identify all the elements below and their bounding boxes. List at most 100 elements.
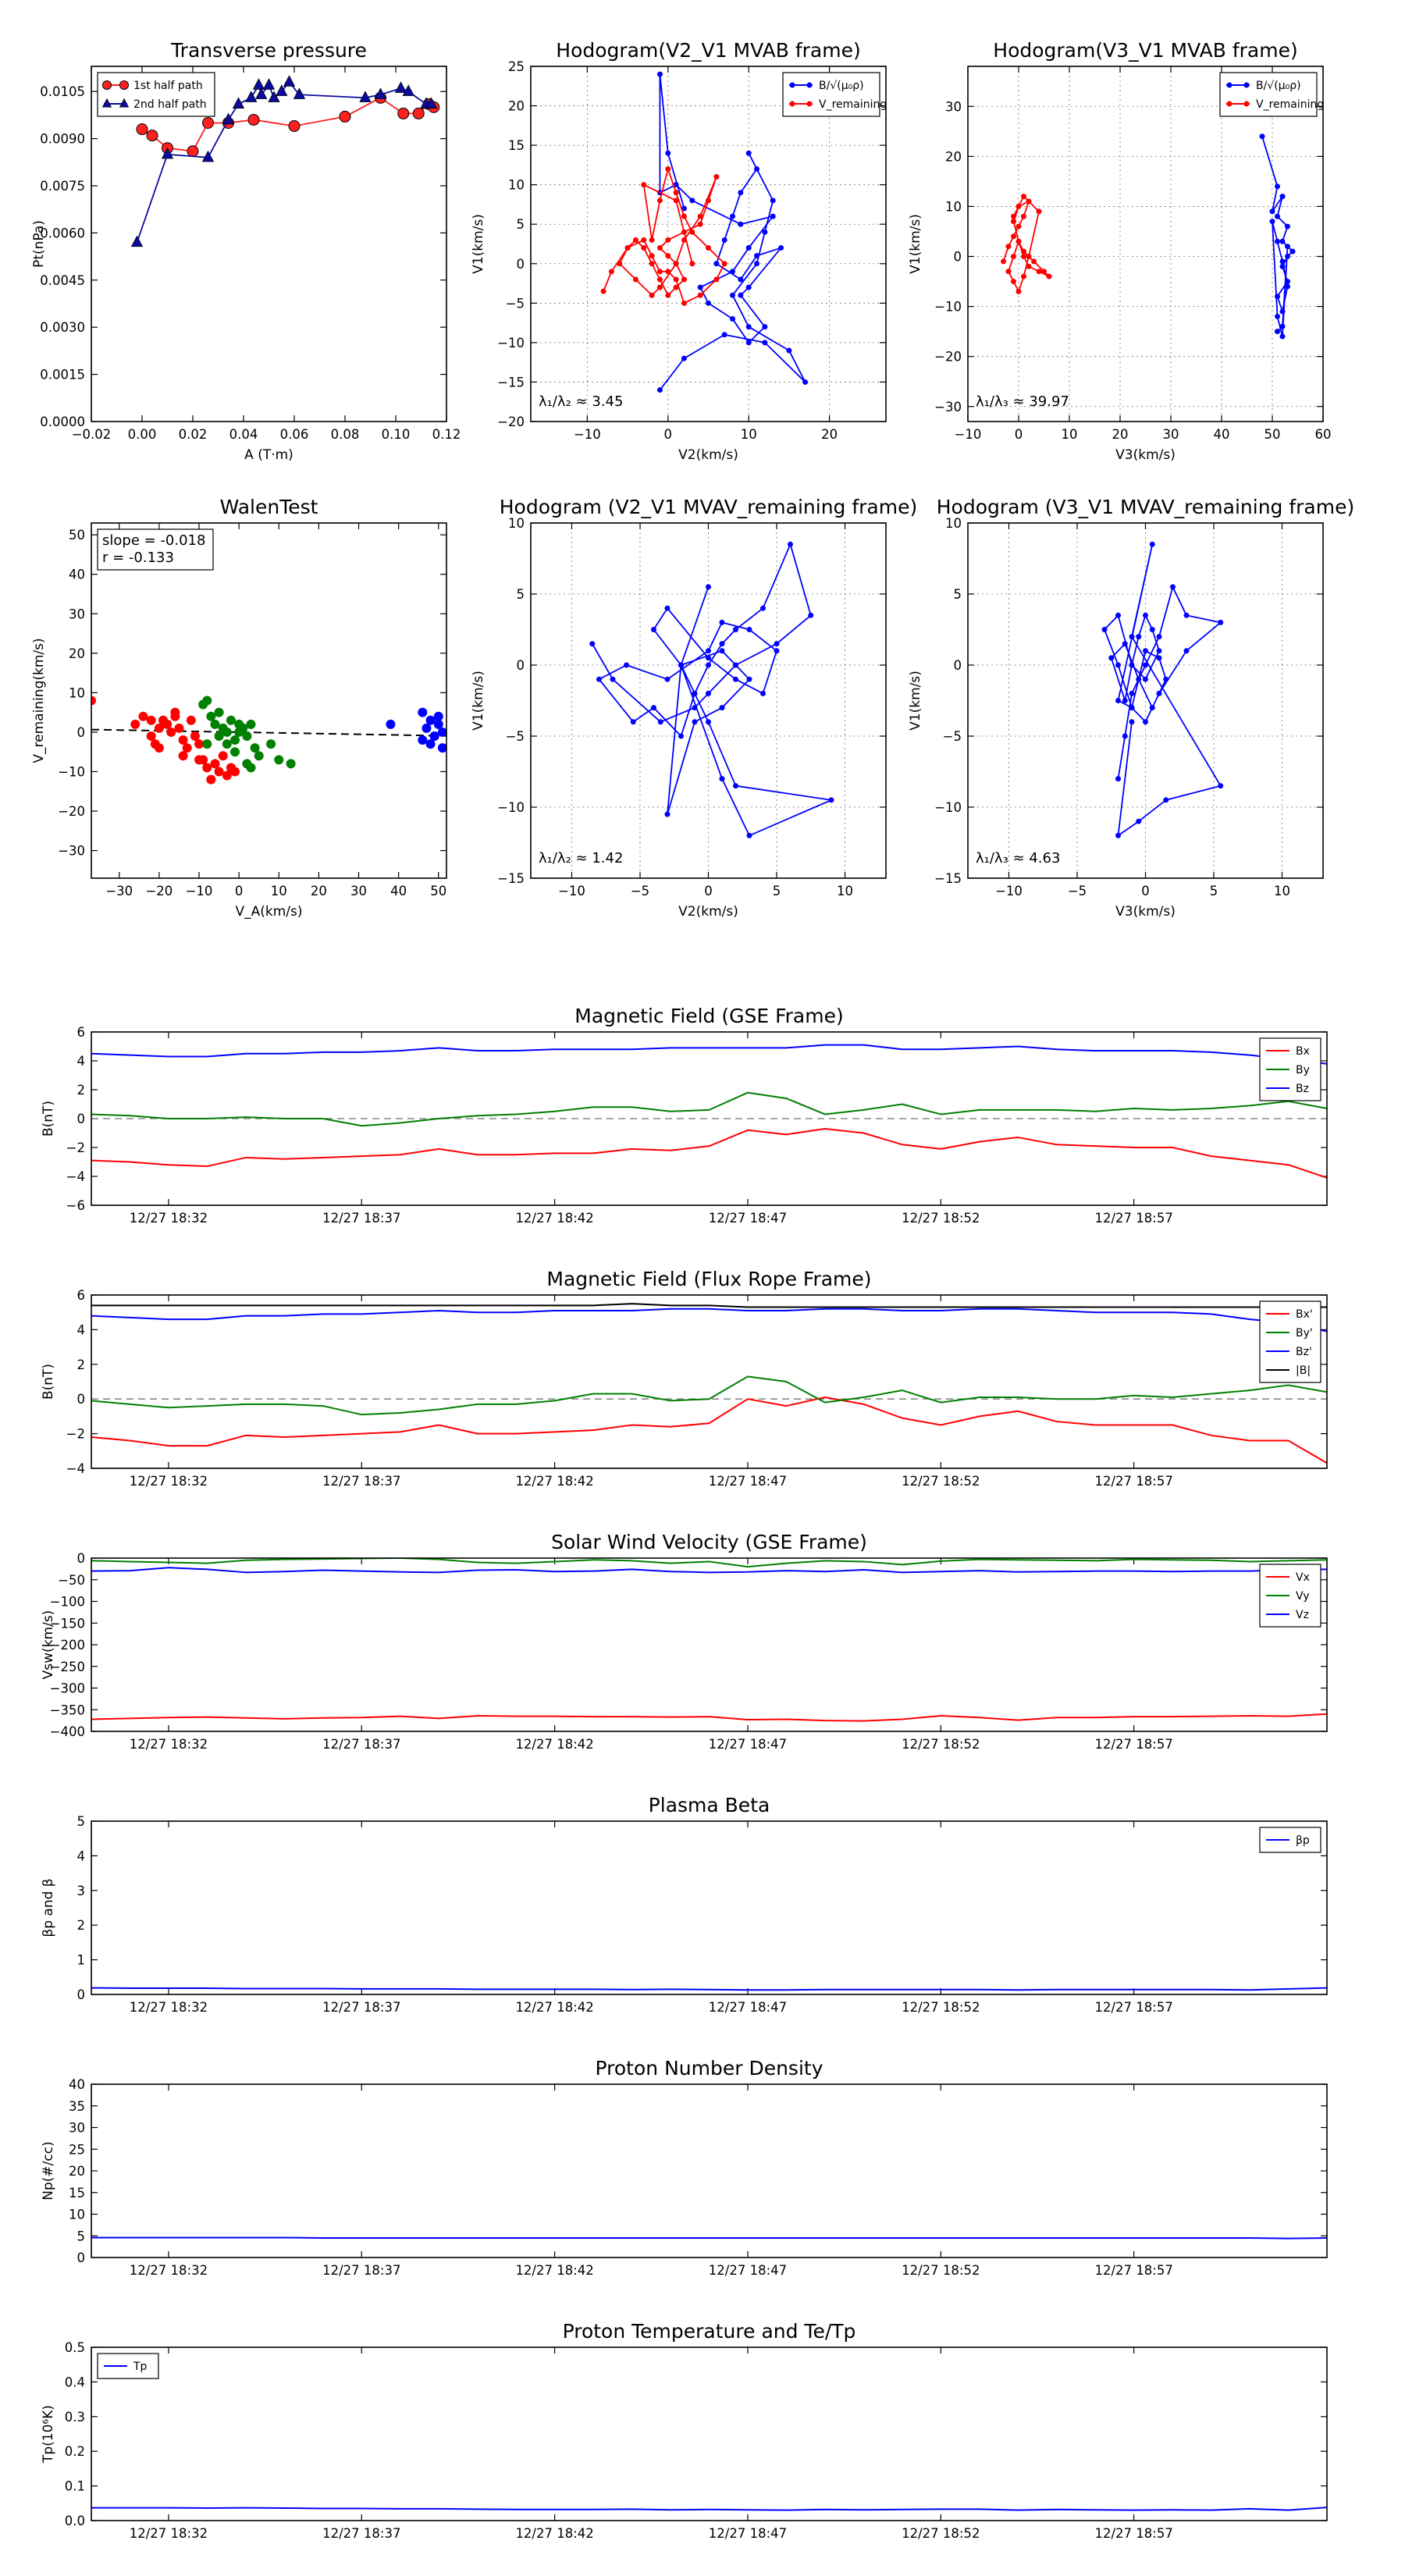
y-tick-label: 0 <box>517 257 525 272</box>
data-point <box>1156 648 1162 654</box>
chart-mag_gse: Magnetic Field (GSE Frame) 12/27 18:32 12/… <box>41 1005 1328 1226</box>
y-tick-label: 10 <box>945 516 962 531</box>
x-tick-label: 12/27 18:42 <box>515 2263 593 2278</box>
plot-marks <box>589 541 834 838</box>
data-point <box>154 743 164 753</box>
x-tick-label: 10 <box>1274 884 1290 898</box>
data-point <box>589 641 596 647</box>
y-tick-label: 0.0030 <box>40 320 85 335</box>
data-point <box>692 719 698 725</box>
x-tick-label: 12/27 18:47 <box>709 1474 787 1489</box>
axes-frame <box>91 1557 1328 1732</box>
data-point <box>422 723 432 733</box>
y-axis-label: V1(km/s) <box>471 214 486 274</box>
y-axis-label: Tp(10⁶K) <box>41 2405 56 2464</box>
data-point <box>162 719 173 729</box>
legend-label: 2nd half path <box>133 98 207 111</box>
data-point <box>770 197 776 204</box>
x-tick-label: 12/27 18:52 <box>902 1211 980 1226</box>
data-point <box>429 731 439 741</box>
y-axis-label: B(nT) <box>41 1101 56 1137</box>
y-tick-label: 0 <box>77 2250 86 2265</box>
data-point <box>610 676 616 682</box>
data-point <box>1041 269 1047 275</box>
data-point <box>1136 676 1142 682</box>
legend-marker <box>789 101 795 107</box>
data-point <box>1259 133 1265 140</box>
chart-beta: Plasma Beta 12/27 18:32 12/27 18:37 12/27 1… <box>41 1794 1328 2015</box>
legend-marker <box>1226 101 1232 107</box>
x-axis-label: V3(km/s) <box>1115 904 1176 920</box>
data-point <box>1143 719 1148 725</box>
data-point <box>202 763 212 773</box>
x-tick-label: 12/27 18:47 <box>709 2526 787 2541</box>
data-point <box>1101 627 1108 632</box>
y-tick-label: 5 <box>954 587 962 602</box>
x-tick-label: 0 <box>1141 884 1150 898</box>
data-point <box>425 739 436 749</box>
data-point <box>187 145 199 158</box>
legend: B/√(μ₀ρ) V_remaining <box>1219 72 1324 117</box>
data-point <box>656 71 663 77</box>
plot-area <box>531 66 886 422</box>
data-point <box>283 75 296 87</box>
data-point <box>418 735 428 745</box>
plot-area <box>91 66 446 422</box>
data-point <box>226 715 236 725</box>
data-point <box>359 91 372 102</box>
data-point <box>250 743 260 753</box>
data-point <box>222 112 235 125</box>
data-point <box>154 723 164 733</box>
y-axis-label: B(nT) <box>41 1364 56 1400</box>
data-point <box>276 84 288 96</box>
data-point <box>1218 783 1224 789</box>
y-tick-label: 0.0075 <box>40 179 85 194</box>
data-point <box>386 719 396 729</box>
data-point <box>681 229 687 235</box>
data-point <box>1021 273 1026 279</box>
series-line-2 <box>91 1567 1327 1574</box>
x-tick-label: −10 <box>995 884 1023 898</box>
x-tick-label: 0.02 <box>179 427 208 442</box>
y-tick-label: 6 <box>77 1025 86 1040</box>
y-tick-label: −15 <box>934 871 962 886</box>
legend-label: Bx' <box>1296 1308 1313 1321</box>
data-point <box>210 719 220 729</box>
chart-title: Solar Wind Velocity (GSE Frame) <box>551 1531 867 1553</box>
data-point <box>206 711 216 721</box>
data-point <box>1026 254 1032 260</box>
chart-np: Proton Number Density 12/27 18:32 12/27 18… <box>41 2057 1328 2278</box>
x-tick-label: −10 <box>574 427 601 442</box>
data-point <box>665 150 671 156</box>
legend-marker <box>102 80 112 90</box>
y-tick-label: −20 <box>934 350 962 365</box>
y-tick-label: 30 <box>69 2121 85 2136</box>
data-point <box>268 91 280 102</box>
legend-box <box>97 72 215 117</box>
data-point <box>266 739 276 749</box>
data-point <box>418 707 428 717</box>
x-tick-label: 0 <box>1015 427 1023 442</box>
y-tick-label: −350 <box>50 1703 85 1717</box>
data-point <box>1036 269 1042 275</box>
legend-box <box>782 72 880 117</box>
data-point <box>596 676 602 682</box>
data-point <box>1275 329 1280 335</box>
y-tick-label: −30 <box>934 400 962 415</box>
y-tick-label: 0 <box>77 1987 86 2002</box>
y-tick-label: 0.0105 <box>40 84 85 99</box>
x-tick-label: 20 <box>1112 427 1129 442</box>
data-point <box>656 245 663 251</box>
plot-marks <box>600 71 809 393</box>
fit-line <box>91 728 446 737</box>
x-tick-label: 60 <box>1315 427 1332 442</box>
y-tick-label: 0 <box>954 250 962 265</box>
data-point <box>194 739 205 749</box>
data-point <box>218 751 228 761</box>
data-point <box>1149 541 1155 547</box>
y-tick-label: −5 <box>506 296 525 311</box>
y-tick-label: 20 <box>945 149 962 164</box>
data-point <box>706 662 711 668</box>
y-tick-label: −15 <box>497 375 525 390</box>
legend-label: By' <box>1296 1327 1313 1340</box>
